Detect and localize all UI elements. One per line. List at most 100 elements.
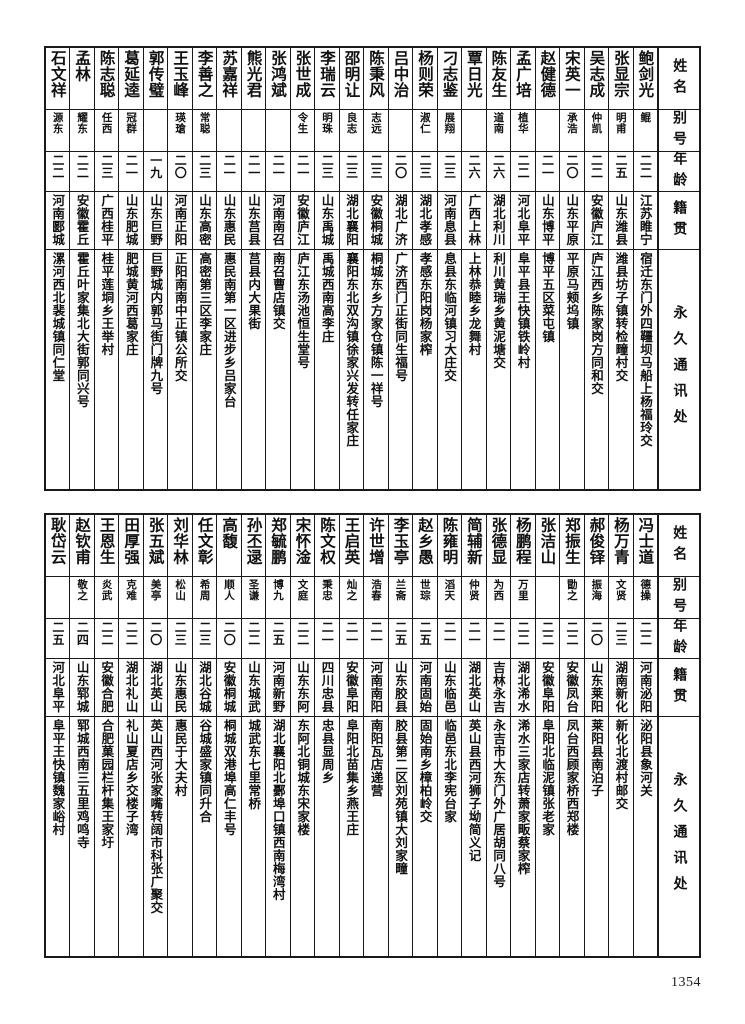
- roster-entry: 鲍剑光鲲二二 江苏睢宁 宿迁东门外四韁坝马船上杨福玲交: [632, 48, 657, 489]
- entry-name-text: 郭传璧: [146, 50, 165, 98]
- entry-name: 张世成: [290, 48, 315, 110]
- entry-hometown: 湖北襄阳: [339, 192, 364, 250]
- entry-age: 二二: [511, 152, 535, 192]
- entry-hometown: 河南郾城: [45, 192, 70, 250]
- entry-address-text: 惠民南第一区进步乡吕家台: [221, 252, 237, 408]
- entry-name-text: 鲍剑光: [636, 50, 655, 98]
- entry-hometown: 河南固始: [413, 659, 437, 717]
- entry-address-text: 巨野城内郭马街门牌九号: [148, 252, 164, 395]
- entry-alias: 文庭: [290, 577, 315, 619]
- entry-age-text: 二二: [638, 621, 653, 646]
- roster-entry: 吕中治 二〇 湖北广济 广济西门正街同生福号: [387, 48, 413, 489]
- entry-name: 王玉峰: [168, 48, 192, 110]
- entry-alias: 耀东: [70, 110, 94, 152]
- entry-name-text: 高馥: [220, 517, 239, 549]
- entry-hometown-text: 湖北谷城: [197, 661, 213, 713]
- entry-hometown: 湖北利川: [486, 192, 511, 250]
- entry-age-text: 二一: [369, 621, 384, 646]
- header-hometown: 籍贯: [659, 192, 699, 250]
- entry-hometown: 湖北英山: [462, 659, 486, 717]
- entry-age-text: 二一: [344, 621, 359, 646]
- entry-age-text: 二三: [344, 154, 359, 179]
- entry-address: 英山西河张家嘴转阔市科张广聚交: [144, 717, 167, 956]
- entry-age: 二〇: [388, 152, 413, 192]
- entry-alias: [462, 110, 486, 152]
- entry-address: 桂平莲垌乡王举村: [95, 250, 118, 489]
- entry-address-text: 桐城东乡方家仓镇陈一祥号: [368, 252, 384, 408]
- entry-name: 郭传璧: [143, 48, 168, 110]
- entry-hometown: 安徽霍丘: [70, 192, 94, 250]
- entry-alias: [45, 577, 70, 619]
- entry-address: 莒县内大果街: [242, 250, 265, 489]
- entry-alias: 希周: [192, 577, 217, 619]
- entry-age-text: 二三: [99, 154, 114, 179]
- entry-address-text: 南阳瓦店递营: [368, 719, 384, 797]
- entry-address-text: 漯河西北裴城镇同仁堂: [50, 252, 66, 382]
- entry-name-text: 孙丕逯: [244, 517, 263, 565]
- entry-address-text: 莱阳县南泊子: [589, 719, 605, 797]
- entry-age: 二一: [266, 152, 290, 192]
- entry-address: 肥城黄河西葛家庄: [119, 250, 142, 489]
- entry-alias-text: 源东: [51, 112, 64, 134]
- entry-age: 二一: [315, 619, 339, 659]
- entry-alias-text: 鲲: [639, 112, 652, 123]
- entry-hometown: 山东惠民: [168, 659, 192, 717]
- entry-hometown: 湖北广济: [388, 192, 413, 250]
- entry-alias: 顺人: [217, 577, 241, 619]
- entry-age-text: 二二: [50, 154, 65, 179]
- entry-age-text: 二二: [540, 621, 555, 646]
- entry-alias-text: 灿之: [345, 579, 358, 601]
- entry-age: 二三: [192, 152, 217, 192]
- entry-age-text: 二二: [589, 154, 604, 179]
- entry-alias-text: 展翔: [443, 112, 456, 134]
- entry-address-text: 泌阳县象河关: [638, 719, 653, 797]
- entry-age-text: 二〇: [393, 154, 408, 179]
- roster-entry: 任文彰 希周 二三 湖北谷城 谷城盛家镇同升合: [191, 515, 217, 956]
- entry-hometown: 安徽庐江: [290, 192, 315, 250]
- roster-entry: 陈雍明 滔天 二一 山东临邑 临邑东北李宪台家: [436, 515, 462, 956]
- roster-entry: 郝俊铎 振海 二〇 山东莱阳 莱阳县南泊子: [583, 515, 609, 956]
- entry-hometown: 安徽庐江: [584, 192, 609, 250]
- entry-name-text: 李瑞云: [318, 50, 337, 98]
- entry-age-text: 二一: [442, 621, 457, 646]
- entry-age: 二五: [413, 619, 437, 659]
- entry-alias-text: 植华: [516, 112, 529, 134]
- entry-age: 二三: [364, 152, 388, 192]
- entry-name-text: 杨万青: [611, 517, 630, 565]
- header-name-text: 姓名: [671, 57, 688, 100]
- entry-name: 赵乡愚: [413, 515, 437, 577]
- entry-age-text: 二二: [75, 154, 90, 179]
- entry-hometown-text: 江苏睢宁: [637, 194, 653, 246]
- entry-name: 张鸿斌: [266, 48, 290, 110]
- entry-name-text: 赵钦甫: [73, 517, 92, 565]
- entry-alias: 任西: [94, 110, 119, 152]
- entry-alias: 令生: [290, 110, 315, 152]
- entry-name: 吕中治: [388, 48, 413, 110]
- entry-name-text: 王恩生: [97, 517, 116, 565]
- entry-address-text: 庐江东汤池恒生堂号: [295, 252, 311, 369]
- entry-age-text: 二二: [99, 621, 114, 646]
- entry-alias: 明珠: [315, 110, 339, 152]
- entry-alias-text: 敬之: [76, 579, 89, 601]
- roster-table-bottom: 姓名 别号 年龄 籍贯 永久通讯处 冯士道 德操 二二 河南泌阳 泌阳县象河关 杨万青 文贤 二三 湖南新…: [44, 513, 701, 958]
- entry-age-text: 二四: [75, 621, 90, 646]
- entry-alias: 为西: [486, 577, 511, 619]
- entry-address: 息县东临河镇习大庄交: [438, 250, 461, 489]
- entry-address: 泌阳县象河关: [634, 717, 657, 956]
- entry-alias: [388, 110, 413, 152]
- header-alias: 别号: [659, 577, 699, 619]
- entry-address: 庐江西乡陈家岗方同和交: [585, 250, 608, 489]
- entry-hometown: 山东高密: [192, 192, 217, 250]
- entry-address-text: 博平五区菜屯镇: [540, 252, 556, 343]
- entry-address-text: 息县东临河镇习大庄交: [442, 252, 458, 382]
- entry-hometown: 河南正阳: [168, 192, 192, 250]
- entry-hometown: 山东胶县: [388, 659, 413, 717]
- header-address-text: 永久通讯处: [671, 304, 688, 435]
- entry-hometown: 山东城武: [241, 659, 266, 717]
- roster-entry: 刁志鉴 展翔 二三 河南息县 息县东临河镇习大庄交: [436, 48, 462, 489]
- entry-hometown-text: 河南南阳: [368, 661, 384, 713]
- entry-age: 二五: [388, 619, 413, 659]
- roster-entry: 高馥 顺人 二〇 安徽桐城 桐城双港埠高仁丰号: [216, 515, 241, 956]
- entry-alias-text: 万里: [516, 579, 529, 601]
- entry-hometown-text: 安徽阜阳: [539, 661, 555, 713]
